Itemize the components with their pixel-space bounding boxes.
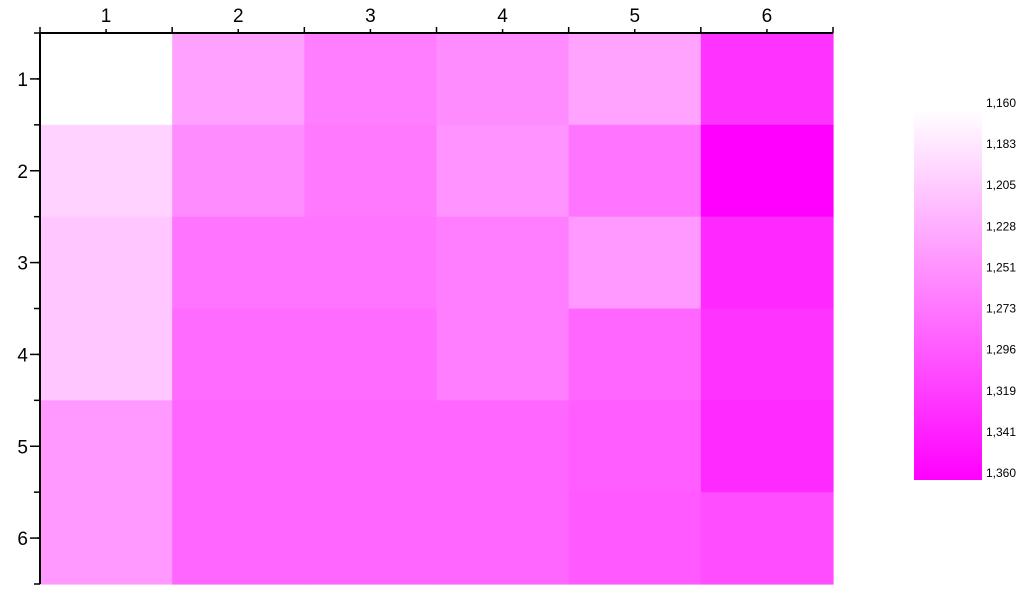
colorbar-label: 1,251	[986, 260, 1016, 274]
heatmap-axes: 1 2 3 4 5 6 1 2 3 4 5 6	[17, 6, 834, 585]
heatmap-cell-r3-c6	[700, 216, 834, 310]
heatmap-cell-r6-c1	[40, 492, 173, 585]
y-tick-label: 2	[17, 162, 28, 183]
heatmap-cell-r1-c1	[40, 33, 173, 126]
colorbar-label: 1,341	[986, 425, 1016, 439]
heatmap-cell-r4-c4	[436, 308, 570, 401]
colorbar-gradient	[914, 110, 982, 480]
heatmap-cells	[40, 33, 834, 585]
y-tick-label: 5	[17, 437, 28, 458]
heatmap-cell-r1-c2	[172, 33, 305, 126]
heatmap-cell-r6-c2	[172, 492, 305, 585]
x-tick-label: 2	[233, 6, 244, 27]
x-tick-label: 1	[101, 6, 112, 27]
heatmap-cell-r3-c3	[304, 216, 438, 310]
heatmap-cell-r5-c4	[436, 400, 570, 493]
heatmap-cell-r5-c1	[40, 400, 173, 493]
heatmap-cell-r2-c5	[568, 124, 702, 218]
x-tick-label: 6	[762, 6, 773, 27]
heatmap-cell-r2-c4	[436, 124, 570, 218]
heatmap-cell-r1-c3	[304, 33, 438, 126]
heatmap-cell-r3-c4	[436, 216, 570, 310]
heatmap-cell-r5-c3	[304, 400, 438, 493]
x-tick-label: 3	[365, 6, 376, 27]
x-tick-label: 4	[497, 6, 508, 27]
heatmap-cell-r2-c6	[700, 124, 834, 218]
heatmap-cell-r4-c6	[700, 308, 834, 401]
heatmap-cell-r5-c5	[568, 400, 702, 493]
x-tick-label: 5	[629, 6, 640, 27]
heatmap-cell-r2-c3	[304, 124, 438, 218]
y-tick-label: 4	[17, 345, 28, 366]
heatmap-cell-r4-c5	[568, 308, 702, 401]
heatmap-cell-r6-c5	[568, 492, 702, 585]
heatmap-cell-r1-c4	[436, 33, 570, 126]
heatmap-cell-r4-c3	[304, 308, 438, 401]
heatmap-cell-r3-c1	[40, 216, 173, 310]
colorbar-label: 1,205	[986, 178, 1016, 192]
colorbar-label: 1,183	[986, 137, 1016, 151]
colorbar-label: 1,273	[986, 302, 1016, 316]
heatmap-cell-r6-c6	[700, 492, 834, 585]
heatmap-cell-r2-c1	[40, 124, 173, 218]
heatmap-cell-r6-c4	[436, 492, 570, 585]
heatmap-cell-r4-c1	[40, 308, 173, 401]
y-tick-label: 1	[17, 70, 28, 91]
heatmap-cell-r5-c2	[172, 400, 305, 493]
heatmap-cell-r1-c5	[568, 33, 702, 126]
colorbar-label: 1,228	[986, 219, 1016, 233]
heatmap-cell-r6-c3	[304, 492, 438, 585]
colorbar-label: 1,296	[986, 343, 1016, 357]
y-tick-label: 6	[17, 529, 28, 550]
colorbar-label: 1,319	[986, 384, 1016, 398]
heatmap-cell-r3-c2	[172, 216, 305, 310]
heatmap-cell-r4-c2	[172, 308, 305, 401]
colorbar-label: 1,160	[986, 96, 1016, 110]
heatmap-cell-r5-c6	[700, 400, 834, 493]
colorbar: 1,160 1,183 1,205 1,228 1,251 1,273 1,296 1,319…	[914, 96, 1016, 480]
colorbar-label: 1,360	[986, 466, 1016, 480]
y-tick-label: 3	[17, 254, 28, 275]
heatmap-cell-r1-c6	[700, 33, 834, 126]
heatmap-cell-r3-c5	[568, 216, 702, 310]
heatmap-cell-r2-c2	[172, 124, 305, 218]
